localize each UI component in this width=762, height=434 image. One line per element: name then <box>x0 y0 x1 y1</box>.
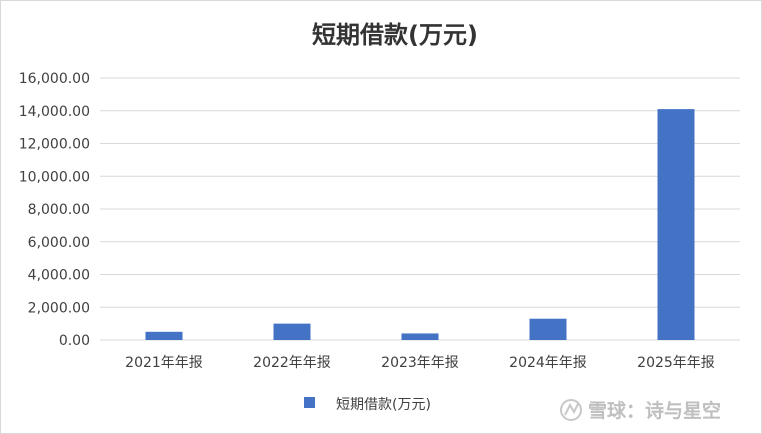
y-tick-label: 6,000.00 <box>28 235 90 251</box>
y-tick-label: 4,000.00 <box>28 268 90 284</box>
y-tick-label: 8,000.00 <box>28 202 90 218</box>
x-axis-ticks: 2021年年报 2022年年报 2023年年报 2024年年报 2025年年报 <box>125 355 715 371</box>
watermark-text: 雪球：诗与星空 <box>588 399 721 422</box>
legend-swatch <box>304 397 315 408</box>
x-tick-label: 2024年年报 <box>509 355 587 371</box>
legend-label: 短期借款(万元) <box>336 397 431 413</box>
y-tick-label: 14,000.00 <box>19 104 90 120</box>
chart-title: 短期借款(万元) <box>312 21 478 49</box>
x-tick-label: 2021年年报 <box>125 355 203 371</box>
y-tick-label: 2,000.00 <box>28 300 90 316</box>
x-tick-label: 2022年年报 <box>253 355 331 371</box>
snowball-logo-icon <box>560 399 582 421</box>
watermark: 雪球：诗与星空 <box>560 399 721 422</box>
y-tick-label: 12,000.00 <box>19 137 90 153</box>
bar-4 <box>657 109 695 340</box>
bar-3 <box>529 318 567 340</box>
legend: 短期借款(万元) <box>304 397 431 413</box>
bar-0 <box>145 331 183 340</box>
y-tick-label: 10,000.00 <box>19 169 90 185</box>
x-tick-label: 2025年年报 <box>637 355 715 371</box>
y-tick-label: 0.00 <box>59 333 90 349</box>
bar-1 <box>273 323 311 340</box>
y-axis-ticks: 0.00 2,000.00 4,000.00 6,000.00 8,000.00 10,0… <box>19 71 90 349</box>
x-tick-label: 2023年年报 <box>381 355 459 371</box>
bar-2 <box>401 333 439 340</box>
y-tick-label: 16,000.00 <box>19 71 90 87</box>
bars <box>145 109 695 340</box>
gridlines <box>100 77 740 341</box>
